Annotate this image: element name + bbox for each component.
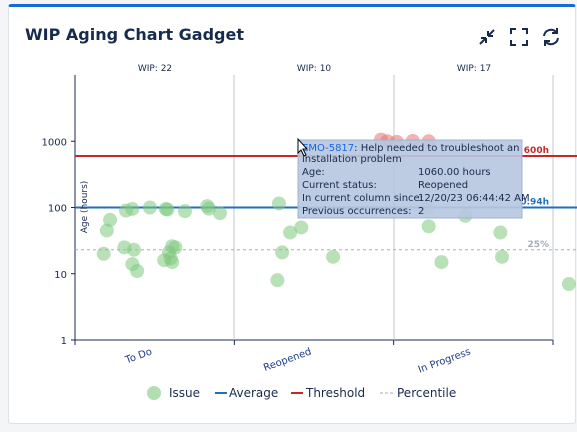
issue-point[interactable] bbox=[270, 273, 285, 288]
issue-point[interactable] bbox=[168, 240, 183, 255]
issue-point[interactable] bbox=[421, 219, 436, 234]
issue-point[interactable] bbox=[99, 223, 114, 238]
legend-threshold-label[interactable]: Threshold bbox=[305, 386, 365, 400]
gadget-toolbar bbox=[477, 27, 561, 47]
wip-header-reopened: WIP: 10 bbox=[297, 64, 332, 74]
issue-point[interactable] bbox=[271, 196, 286, 211]
issue-point[interactable] bbox=[103, 212, 118, 227]
wip-headers: WIP: 22 WIP: 10 WIP: 17 bbox=[138, 64, 491, 74]
issue-point[interactable] bbox=[130, 264, 145, 279]
issue-tooltip: EMO-5817: Help needed to troubleshoot an… bbox=[297, 139, 530, 219]
issue-point[interactable] bbox=[493, 225, 508, 240]
issue-point[interactable] bbox=[177, 204, 192, 219]
fullscreen-icon[interactable] bbox=[509, 27, 529, 47]
y-tick-label: 100 bbox=[48, 204, 67, 215]
issue-point[interactable] bbox=[561, 277, 576, 292]
issue-point[interactable] bbox=[283, 225, 298, 240]
issue-point[interactable] bbox=[142, 200, 157, 215]
issue-point[interactable] bbox=[201, 201, 216, 216]
issue-point[interactable] bbox=[160, 202, 175, 217]
tooltip-age-label: Age: bbox=[302, 167, 325, 178]
issue-point[interactable] bbox=[495, 249, 510, 264]
y-tick-label: 1 bbox=[61, 336, 67, 347]
average-label: 0.94h bbox=[520, 198, 549, 208]
legend-percentile-label[interactable]: Percentile bbox=[397, 386, 456, 400]
issue-point[interactable] bbox=[165, 255, 180, 270]
gadget-title: WIP Aging Chart Gadget bbox=[25, 25, 245, 44]
tooltip-summary: EMO-5817: Help needed to troubleshoot an bbox=[302, 143, 519, 154]
threshold-label: 600h bbox=[524, 146, 549, 156]
wip-header-inprogress: WIP: 17 bbox=[457, 64, 491, 74]
issue-point[interactable] bbox=[126, 242, 141, 257]
y-tick-label: 10 bbox=[54, 270, 67, 281]
x-category-label: To Do bbox=[123, 346, 154, 366]
y-tick-label: 1000 bbox=[42, 137, 67, 148]
percentile-label: 25% bbox=[527, 240, 549, 250]
mouse-cursor-icon bbox=[297, 137, 309, 157]
y-axis-label: Age (hours) bbox=[80, 181, 90, 234]
tooltip-status-label: Current status: bbox=[302, 180, 377, 191]
legend-average-label[interactable]: Average bbox=[229, 386, 278, 400]
tooltip-occurrences-value: 2 bbox=[418, 206, 424, 217]
issue-point[interactable] bbox=[96, 246, 111, 261]
tooltip-background bbox=[297, 139, 523, 219]
issue-point[interactable] bbox=[212, 206, 227, 221]
issue-point[interactable] bbox=[294, 220, 309, 235]
tooltip-status-value: Reopened bbox=[418, 180, 468, 191]
issue-point[interactable] bbox=[275, 245, 290, 260]
tooltip-since-label: In current column since: bbox=[302, 193, 423, 204]
y-ticks: 1 10 100 1000 bbox=[42, 137, 75, 347]
legend-issue-marker bbox=[147, 386, 161, 400]
tooltip-summary-cont: installation problem bbox=[302, 154, 402, 165]
refresh-icon[interactable] bbox=[541, 27, 561, 47]
legend: Issue Average Threshold Percentile bbox=[147, 386, 456, 400]
tooltip-since-value: 12/20/23 06:44:42 AM bbox=[418, 193, 530, 204]
x-category-label: Reopened bbox=[262, 346, 313, 373]
issue-point[interactable] bbox=[434, 255, 449, 270]
tooltip-issue-link[interactable]: EMO-5817 bbox=[302, 143, 354, 154]
issue-point[interactable] bbox=[326, 249, 341, 264]
tooltip-age-value: 1060.00 hours bbox=[418, 167, 491, 178]
legend-issue-label[interactable]: Issue bbox=[169, 386, 200, 400]
x-category-label: In Progress bbox=[417, 346, 473, 375]
wip-header-todo: WIP: 22 bbox=[138, 64, 172, 74]
minimize-icon[interactable] bbox=[477, 27, 497, 47]
issue-point[interactable] bbox=[125, 201, 140, 216]
x-ticks: To Do Reopened In Progress bbox=[74, 340, 554, 376]
tooltip-occurrences-label: Previous occurrences: bbox=[302, 206, 411, 217]
tooltip-summary-text: : Help needed to troubleshoot an bbox=[354, 143, 519, 154]
